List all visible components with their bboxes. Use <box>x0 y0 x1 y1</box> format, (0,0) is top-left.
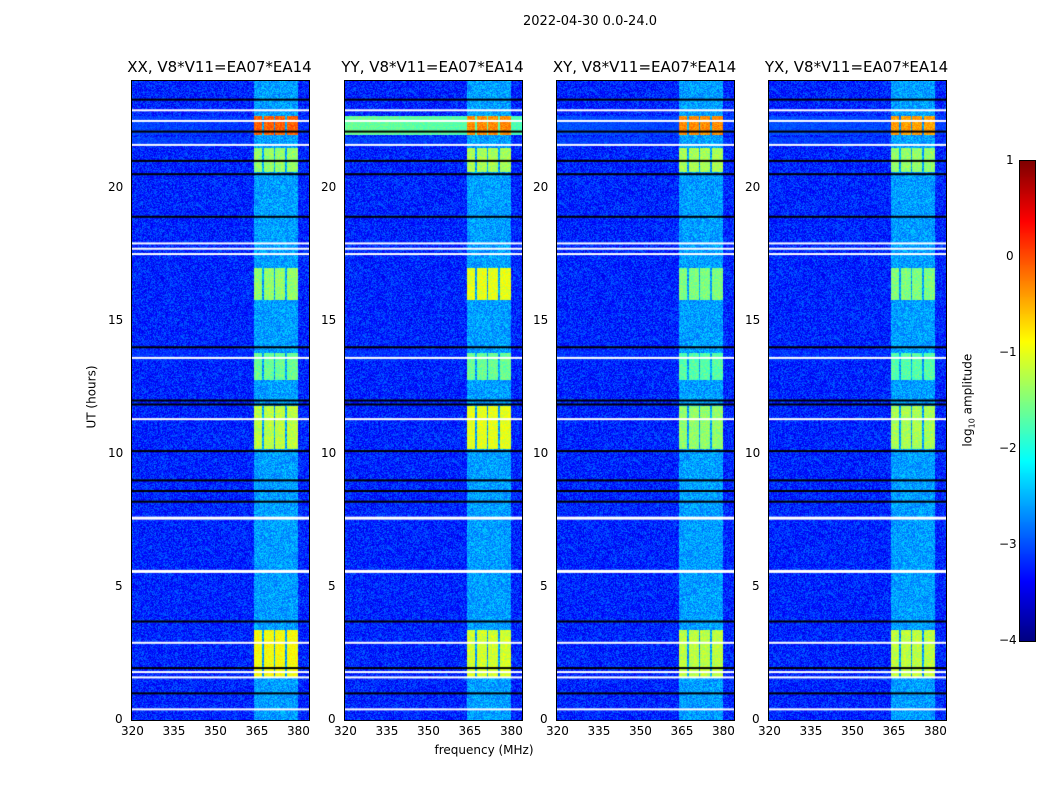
x-tick-label: 350 <box>203 724 227 738</box>
x-tick-label: 380 <box>286 724 310 738</box>
heatmap-panel <box>131 80 310 721</box>
x-tick-label: 320 <box>121 724 144 738</box>
panel-title: YX, V8*V11=EA07*EA14 <box>764 58 949 76</box>
colorbar-tick-label: 1 <box>1006 153 1014 167</box>
y-tick-label: 5 <box>540 578 548 593</box>
y-tick-label: 0 <box>752 712 760 726</box>
figure-title: 2022-04-30 0.0-24.0 <box>523 14 657 29</box>
colorbar-tick-label: −3 <box>999 537 1017 551</box>
y-tick-label: 0 <box>540 712 548 726</box>
y-tick-label: 10 <box>533 445 549 460</box>
heatmap-image <box>769 81 946 720</box>
x-tick-label: 350 <box>416 724 440 738</box>
panel-title: XY, V8*V11=EA07*EA14 <box>552 58 737 76</box>
y-tick-label: 10 <box>321 445 337 460</box>
y-tick-label: 15 <box>321 312 337 327</box>
x-tick-label: 320 <box>546 724 569 738</box>
heatmap-image <box>132 81 309 720</box>
heatmap-image <box>345 81 522 720</box>
x-tick-label: 335 <box>587 724 611 738</box>
y-tick-label: 20 <box>745 179 761 194</box>
x-tick-label: 335 <box>799 724 823 738</box>
panel-title: YY, V8*V11=EA07*EA14 <box>341 58 524 76</box>
heatmap-panel <box>344 80 523 721</box>
x-tick-label: 365 <box>882 724 906 738</box>
x-tick-label: 365 <box>245 724 269 738</box>
colorbar-label: log10 amplitude <box>960 353 977 447</box>
x-tick-label: 380 <box>499 724 523 738</box>
y-tick-label: 20 <box>108 179 124 194</box>
y-tick-label: 5 <box>752 578 760 593</box>
y-tick-label: 20 <box>533 179 549 194</box>
x-tick-label: 350 <box>628 724 652 738</box>
x-tick-label: 335 <box>162 724 186 738</box>
colorbar <box>1019 160 1036 642</box>
y-tick-label: 5 <box>115 578 123 593</box>
panel-title: XX, V8*V11=EA07*EA14 <box>127 58 312 76</box>
y-axis-label: UT (hours) <box>84 365 99 429</box>
heatmap-panel <box>556 80 735 721</box>
y-tick-label: 15 <box>108 312 124 327</box>
colorbar-tick-label: −4 <box>999 633 1017 647</box>
x-tick-label: 380 <box>923 724 947 738</box>
y-tick-label: 10 <box>108 445 124 460</box>
colorbar-tick-label: −2 <box>999 441 1017 455</box>
colorbar-tick-label: −1 <box>999 345 1017 359</box>
heatmap-image <box>557 81 734 720</box>
x-tick-label: 365 <box>670 724 694 738</box>
x-axis-label: frequency (MHz) <box>434 743 534 757</box>
heatmap-panel <box>768 80 947 721</box>
x-tick-label: 335 <box>375 724 399 738</box>
x-tick-label: 380 <box>711 724 735 738</box>
y-tick-label: 0 <box>328 712 336 726</box>
colorbar-tick-label: 0 <box>1006 249 1014 263</box>
x-tick-label: 365 <box>458 724 482 738</box>
x-tick-label: 350 <box>840 724 864 738</box>
y-tick-label: 5 <box>328 578 336 593</box>
y-tick-label: 15 <box>533 312 549 327</box>
y-tick-label: 10 <box>745 445 761 460</box>
x-tick-label: 320 <box>334 724 357 738</box>
y-tick-label: 0 <box>115 712 123 726</box>
y-tick-label: 20 <box>321 179 337 194</box>
x-tick-label: 320 <box>758 724 781 738</box>
y-tick-label: 15 <box>745 312 761 327</box>
